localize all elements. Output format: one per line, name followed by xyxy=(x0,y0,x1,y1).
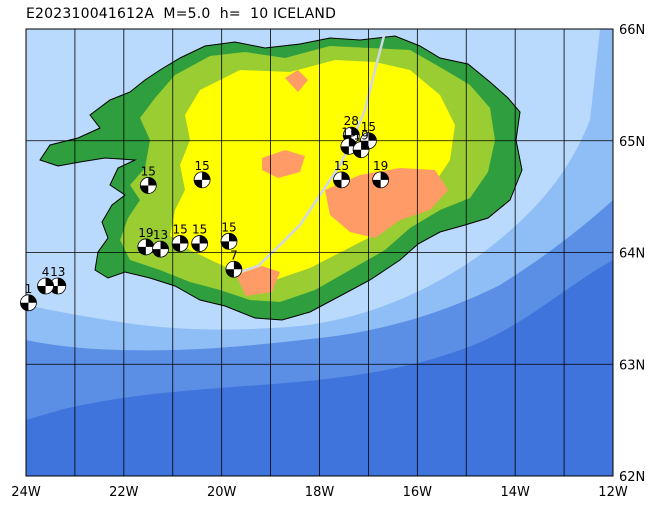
event-depth-label: 19 xyxy=(373,159,388,173)
event-depth-label: 15 xyxy=(361,120,376,134)
event-depth-label: 15 xyxy=(221,220,236,234)
focal-mechanism-beachball xyxy=(137,238,155,256)
plate-boundary xyxy=(239,31,387,274)
focal-mechanism-beachball xyxy=(171,235,189,253)
map-frame xyxy=(25,28,614,477)
map-title: E202310041612A M=5.0 h= 10 ICELAND xyxy=(26,6,337,22)
focal-mechanism-beachball xyxy=(139,176,157,194)
focal-mechanism-beachball xyxy=(225,260,243,278)
latitude-label: 66N xyxy=(619,23,645,38)
focal-mechanism-beachball xyxy=(220,232,238,250)
event-depth-label: 15 xyxy=(194,159,209,173)
focal-mechanism-beachball xyxy=(152,240,170,258)
longitude-label: 22W xyxy=(109,485,139,500)
focal-mechanism-beachball xyxy=(333,171,351,189)
focal-mechanism-beachball xyxy=(37,277,55,295)
event-depth-label: 28 xyxy=(344,114,359,128)
focal-mechanism-beachball xyxy=(352,141,370,159)
event-depth-label: 13 xyxy=(50,265,65,279)
focal-mechanism-beachball xyxy=(191,235,209,253)
event-depth-label: 15 xyxy=(334,159,349,173)
latitude-label: 65N xyxy=(619,135,645,150)
latitude-label: 62N xyxy=(619,470,645,485)
event-depth-label: 19 xyxy=(353,129,368,143)
event-depth-label: 7 xyxy=(230,248,238,262)
longitude-label: 14W xyxy=(500,485,530,500)
focal-mechanism-beachball xyxy=(193,171,211,189)
highland-region-south xyxy=(236,266,280,296)
event-depth-label: 15 xyxy=(172,223,187,237)
axis-labels: 24W 22W 20W 18W 16W 14W 12W 66N 65N 64N 63N 62N xyxy=(11,23,645,500)
longitude-label: 12W xyxy=(598,485,628,500)
focal-mechanism-beachball xyxy=(19,294,37,312)
event-depth-label: 1 xyxy=(25,282,33,296)
latitude-label: 64N xyxy=(619,247,645,262)
graticule xyxy=(26,29,613,476)
event-depth-label: 13 xyxy=(153,228,168,242)
event-depth-label: 15 xyxy=(192,223,207,237)
latitude-label: 63N xyxy=(619,358,645,373)
longitude-label: 18W xyxy=(305,485,335,500)
highland-region-north xyxy=(285,70,308,92)
event-depth-label: 4 xyxy=(42,265,50,279)
longitude-label: 16W xyxy=(403,485,433,500)
event-depth-label: 19 xyxy=(138,226,153,240)
longitude-label: 20W xyxy=(207,485,237,500)
highland-region-central xyxy=(262,150,305,178)
event-depth-label: 15 xyxy=(141,164,156,178)
event-depth-label: 13 xyxy=(341,125,356,139)
focal-mechanism-beachball xyxy=(372,171,390,189)
longitude-label: 24W xyxy=(11,485,41,500)
